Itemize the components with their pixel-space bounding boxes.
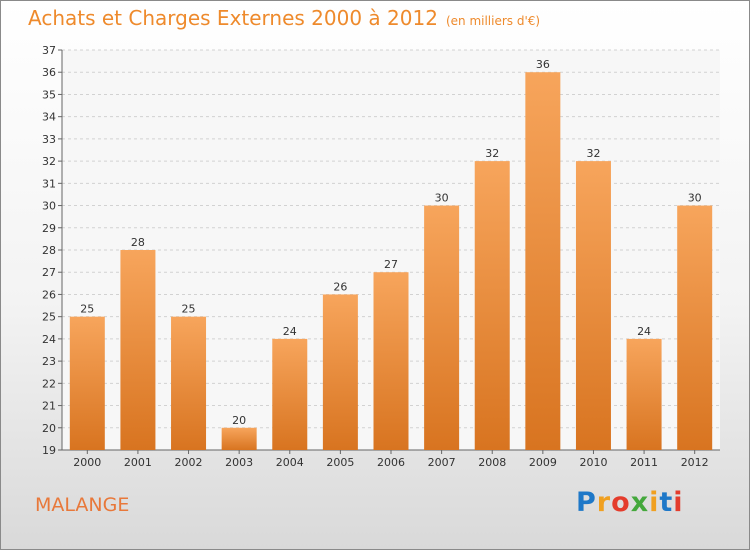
y-tick-label: 28 xyxy=(42,244,56,257)
y-tick-label: 30 xyxy=(42,200,56,213)
chart-title: Achats et Charges Externes 2000 à 2012 (e… xyxy=(28,6,540,30)
x-tick-label-2001: 2001 xyxy=(124,456,152,469)
value-label-2009: 36 xyxy=(536,58,550,71)
value-label-2003: 20 xyxy=(232,414,246,427)
value-label-2001: 28 xyxy=(131,236,145,249)
bar-2008 xyxy=(474,161,510,450)
y-tick-label: 31 xyxy=(42,177,56,190)
x-tick-label-2005: 2005 xyxy=(326,456,354,469)
bar-2000 xyxy=(69,316,105,450)
bar-2011 xyxy=(626,338,662,450)
y-tick-label: 29 xyxy=(42,222,56,235)
chart-title-text: Achats et Charges Externes 2000 à 2012 xyxy=(28,6,438,30)
x-tick-label-2009: 2009 xyxy=(529,456,557,469)
x-tick-label-2006: 2006 xyxy=(377,456,405,469)
labels: 19 20 21 22 23 24 25 26 27 28 29 30 31 32 33 34 35 36 37 25… xyxy=(42,44,709,469)
x-tick-label-2011: 2011 xyxy=(630,456,658,469)
y-tick-label: 26 xyxy=(42,288,56,301)
value-label-2010: 32 xyxy=(586,147,600,160)
y-tick-label: 24 xyxy=(42,333,56,346)
value-label-2007: 30 xyxy=(435,192,449,205)
bar-2002 xyxy=(171,316,207,450)
x-tick-label-2010: 2010 xyxy=(579,456,607,469)
bar-2006 xyxy=(373,272,409,450)
value-label-2011: 24 xyxy=(637,325,651,338)
bar-2003 xyxy=(221,427,257,450)
y-tick-label: 25 xyxy=(42,311,56,324)
value-label-2006: 27 xyxy=(384,258,398,271)
y-tick-label: 23 xyxy=(42,355,56,368)
x-tick-label-2003: 2003 xyxy=(225,456,253,469)
chart-unit: (en milliers d'€) xyxy=(445,14,541,28)
x-tick-label-2000: 2000 xyxy=(73,456,101,469)
value-label-2000: 25 xyxy=(80,303,94,316)
value-label-2002: 25 xyxy=(182,303,196,316)
value-label-2005: 26 xyxy=(333,280,347,293)
y-tick-label: 21 xyxy=(42,400,56,413)
bar-2001 xyxy=(120,250,156,450)
x-tick-label-2007: 2007 xyxy=(428,456,456,469)
y-tick-label: 22 xyxy=(42,377,56,390)
y-tick-label: 36 xyxy=(42,66,56,79)
value-label-2004: 24 xyxy=(283,325,297,338)
x-tick-label-2004: 2004 xyxy=(276,456,304,469)
y-tick-label: 27 xyxy=(42,266,56,279)
y-tick-label: 35 xyxy=(42,88,56,101)
proxiti-logo: Proxiti xyxy=(576,487,684,518)
bar-2009 xyxy=(525,72,561,450)
x-tick-label-2002: 2002 xyxy=(175,456,203,469)
bars xyxy=(69,72,713,450)
y-tick-label: 32 xyxy=(42,155,56,168)
value-label-2008: 32 xyxy=(485,147,499,160)
bar-2004 xyxy=(272,338,308,450)
x-tick-label-2008: 2008 xyxy=(478,456,506,469)
value-label-2012: 30 xyxy=(688,192,702,205)
bar-2007 xyxy=(424,205,460,450)
commune-name: MALANGE xyxy=(35,494,130,516)
y-tick-label: 20 xyxy=(42,422,56,435)
x-tick-label-2012: 2012 xyxy=(681,456,709,469)
y-tick-label: 33 xyxy=(42,133,56,146)
bar-2012 xyxy=(677,205,713,450)
y-tick-label: 37 xyxy=(42,44,56,57)
y-tick-label: 34 xyxy=(42,111,56,124)
bar-2010 xyxy=(575,161,611,450)
y-tick-label: 19 xyxy=(42,444,56,457)
bar-2005 xyxy=(322,294,358,450)
